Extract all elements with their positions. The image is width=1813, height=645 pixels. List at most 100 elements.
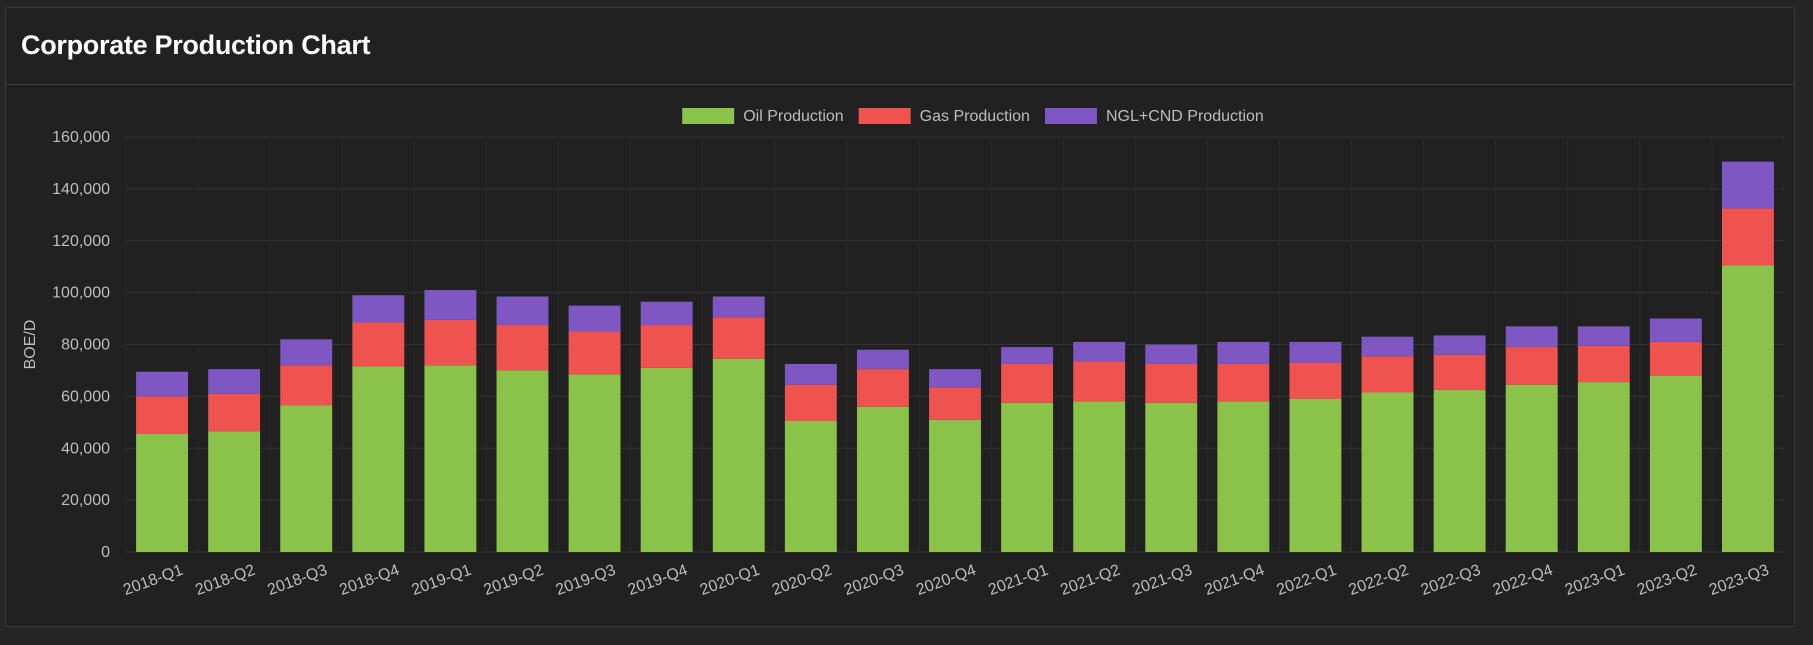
bar-ngl-cnd-production[interactable]: [1361, 336, 1414, 357]
panel-title: Corporate Production Chart: [21, 30, 371, 60]
bar-gas-production[interactable]: [424, 319, 477, 366]
bar-oil-production[interactable]: [352, 366, 405, 552]
x-tick-label: 2020-Q2: [770, 562, 834, 599]
bar-oil-production[interactable]: [1577, 382, 1630, 552]
bar-gas-production[interactable]: [352, 322, 405, 367]
legend-item[interactable]: Gas Production: [858, 108, 1030, 125]
x-tick-label: 2022-Q4: [1491, 562, 1555, 599]
bar-gas-production[interactable]: [568, 331, 621, 375]
bar-ngl-cnd-production[interactable]: [568, 305, 621, 332]
bar-ngl-cnd-production[interactable]: [280, 339, 333, 366]
x-tick-label: 2021-Q3: [1130, 562, 1194, 599]
bar-gas-production[interactable]: [1433, 354, 1486, 390]
legend-item[interactable]: NGL+CND Production: [1044, 108, 1264, 125]
bars: [136, 161, 1774, 552]
bar-gas-production[interactable]: [1649, 341, 1702, 376]
bar-gas-production[interactable]: [136, 396, 188, 434]
legend: Oil Production Gas Production NGL+CND Prod…: [682, 108, 1264, 125]
bar-oil-production[interactable]: [1073, 401, 1126, 552]
bar-oil-production[interactable]: [568, 374, 621, 552]
legend-swatch: [858, 108, 911, 124]
bar-ngl-cnd-production[interactable]: [1073, 341, 1126, 362]
bar-ngl-cnd-production[interactable]: [1217, 341, 1270, 364]
y-tick-label: 40,000: [61, 440, 110, 457]
bar-ngl-cnd-production[interactable]: [136, 371, 188, 397]
bar-gas-production[interactable]: [640, 325, 693, 368]
y-tick-label: 60,000: [61, 388, 110, 405]
bar-oil-production[interactable]: [208, 431, 261, 552]
x-tick-label: 2023-Q1: [1563, 562, 1627, 599]
bar-gas-production[interactable]: [1361, 356, 1414, 393]
bar-gas-production[interactable]: [784, 384, 837, 422]
bar-oil-production[interactable]: [1361, 392, 1414, 552]
y-tick-label: 140,000: [52, 181, 110, 198]
bar-ngl-cnd-production[interactable]: [1433, 335, 1486, 355]
legend-label: Gas Production: [920, 108, 1030, 125]
bar-ngl-cnd-production[interactable]: [208, 369, 261, 394]
bar-ngl-cnd-production[interactable]: [1289, 341, 1342, 363]
bar-ngl-cnd-production[interactable]: [1001, 347, 1054, 364]
bar-gas-production[interactable]: [1145, 363, 1198, 403]
x-tick-label: 2019-Q4: [626, 562, 690, 599]
bar-ngl-cnd-production[interactable]: [496, 296, 549, 326]
bar-ngl-cnd-production[interactable]: [712, 296, 765, 318]
bar-ngl-cnd-production[interactable]: [856, 349, 909, 370]
x-tick-label: 2020-Q3: [842, 562, 906, 599]
bar-oil-production[interactable]: [1145, 402, 1198, 552]
bar-ngl-cnd-production[interactable]: [352, 295, 405, 323]
x-tick-label: 2019-Q3: [554, 562, 618, 599]
bar-ngl-cnd-production[interactable]: [1722, 161, 1774, 209]
bar-ngl-cnd-production[interactable]: [1577, 326, 1630, 346]
bar-gas-production[interactable]: [1217, 363, 1270, 402]
bar-gas-production[interactable]: [1289, 362, 1342, 399]
bar-oil-production[interactable]: [1505, 384, 1558, 552]
bar-oil-production[interactable]: [929, 419, 981, 552]
x-tick-label: 2018-Q3: [265, 562, 329, 599]
bar-ngl-cnd-production[interactable]: [784, 363, 837, 385]
bar-gas-production[interactable]: [856, 369, 909, 407]
bar-gas-production[interactable]: [1505, 347, 1558, 385]
x-tick-label: 2021-Q1: [986, 562, 1050, 599]
y-tick-label: 0: [101, 544, 110, 561]
y-axis: 0 20,000 40,000 60,000 80,000 100,000 120,000 1…: [52, 129, 110, 561]
bar-gas-production[interactable]: [208, 393, 261, 432]
bar-ngl-cnd-production[interactable]: [640, 301, 693, 326]
bar-oil-production[interactable]: [1289, 398, 1342, 552]
bar-oil-production[interactable]: [1001, 402, 1054, 552]
bar-gas-production[interactable]: [1722, 208, 1774, 266]
bar-oil-production[interactable]: [1649, 375, 1702, 552]
x-tick-label: 2021-Q2: [1058, 562, 1122, 599]
x-tick-label: 2020-Q1: [698, 562, 762, 599]
bar-gas-production[interactable]: [280, 365, 333, 406]
bar-oil-production[interactable]: [856, 406, 909, 552]
bar-ngl-cnd-production[interactable]: [929, 369, 981, 388]
bar-oil-production[interactable]: [1722, 265, 1774, 552]
bar-ngl-cnd-production[interactable]: [1505, 326, 1558, 348]
bar-oil-production[interactable]: [784, 421, 837, 552]
bar-ngl-cnd-production[interactable]: [1649, 318, 1702, 342]
bar-oil-production[interactable]: [280, 405, 333, 552]
bar-gas-production[interactable]: [1001, 363, 1054, 403]
x-tick-label: 2023-Q2: [1635, 562, 1699, 599]
bar-ngl-cnd-production[interactable]: [424, 290, 477, 320]
y-tick-label: 160,000: [52, 129, 110, 146]
bar-oil-production[interactable]: [640, 367, 693, 552]
bar-oil-production[interactable]: [712, 358, 765, 552]
bar-gas-production[interactable]: [1073, 361, 1126, 402]
legend-item[interactable]: Oil Production: [682, 108, 844, 125]
x-tick-label: 2018-Q4: [337, 562, 401, 599]
bar-oil-production[interactable]: [496, 370, 549, 552]
x-tick-label: 2018-Q1: [121, 562, 185, 599]
bar-gas-production[interactable]: [712, 317, 765, 359]
bar-gas-production[interactable]: [496, 325, 549, 371]
bar-oil-production[interactable]: [1217, 401, 1270, 552]
bar-oil-production[interactable]: [1433, 389, 1486, 552]
bar-oil-production[interactable]: [136, 433, 188, 552]
bar-ngl-cnd-production[interactable]: [1145, 344, 1198, 364]
bar-oil-production[interactable]: [424, 365, 477, 552]
y-axis-title: BOE/D: [22, 320, 39, 370]
bar-gas-production[interactable]: [929, 387, 981, 420]
bar-gas-production[interactable]: [1577, 345, 1630, 383]
x-tick-label: 2020-Q4: [914, 562, 978, 599]
